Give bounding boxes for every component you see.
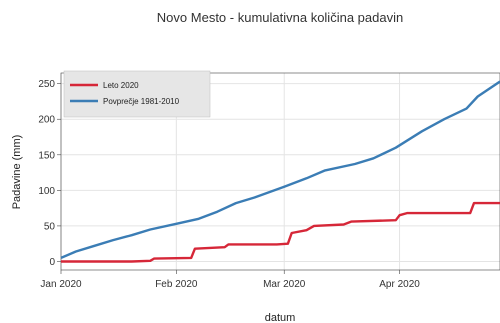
y-tick-label: 50: [44, 221, 56, 232]
legend-label-leto-2020: Leto 2020: [103, 81, 139, 90]
y-tick-label: 200: [38, 115, 55, 126]
y-tick-label: 150: [38, 150, 55, 161]
series-line-1: [60, 80, 500, 260]
plot-area: [60, 72, 500, 271]
series-layer: [60, 80, 500, 263]
y-tick-label: 250: [38, 79, 55, 90]
x-tick-label: Apr 2020: [379, 279, 420, 290]
x-tick-label: Jan 2020: [40, 279, 82, 290]
tick-layer: 0 50 100 150 200 250 Jan 2020 Feb 2020 Mar 2020 A…: [38, 79, 420, 290]
y-axis-label: Padavine (mm): [11, 135, 23, 210]
x-tick-label: Mar 2020: [263, 279, 306, 290]
series-line-0: [61, 201, 500, 263]
chart-title: Novo Mesto - kumulativna količina padavi…: [157, 10, 403, 25]
y-tick-label: 0: [49, 257, 55, 268]
x-axis-label: datum: [265, 312, 296, 323]
legend[interactable]: Leto 2020 Povprečje 1981-2010: [63, 70, 211, 118]
legend-box: [63, 70, 211, 118]
legend-label-povprecje: Povprečje 1981-2010: [103, 97, 180, 106]
y-tick-label: 100: [38, 186, 55, 197]
x-tick-label: Feb 2020: [155, 279, 198, 290]
